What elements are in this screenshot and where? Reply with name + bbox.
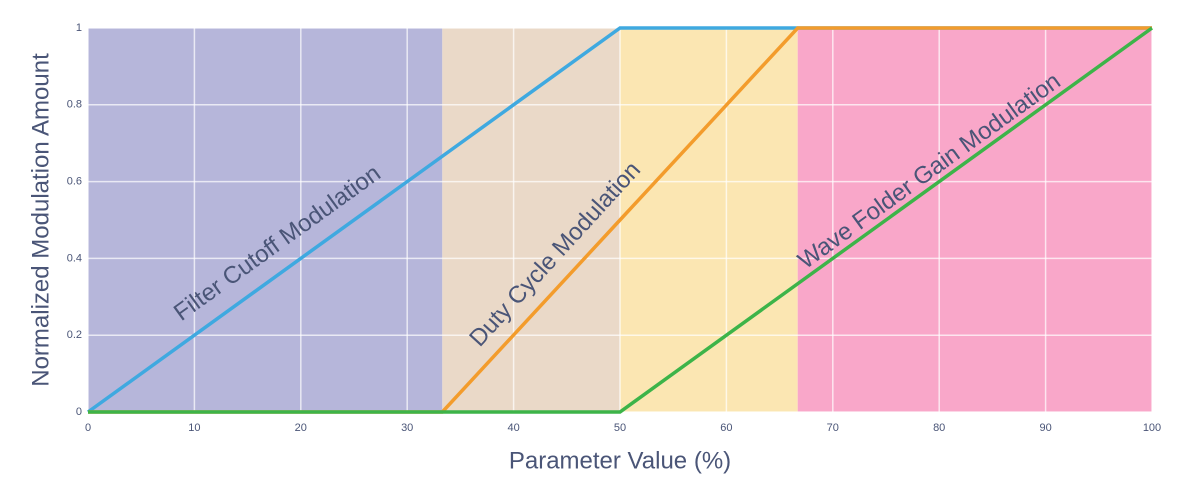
y-tick-label: 1 bbox=[76, 22, 82, 34]
y-axis-title: Normalized Modulation Amount bbox=[27, 53, 54, 387]
y-tick-label: 0.8 bbox=[67, 99, 82, 111]
y-tick-label: 0.6 bbox=[67, 176, 82, 188]
x-tick-label: 0 bbox=[85, 422, 91, 434]
band bbox=[88, 28, 443, 412]
y-tick-label: 0.4 bbox=[67, 252, 82, 264]
x-axis-title: Parameter Value (%) bbox=[509, 447, 731, 474]
x-tick-label: 20 bbox=[295, 422, 307, 434]
x-tick-label: 30 bbox=[401, 422, 413, 434]
x-tick-label: 50 bbox=[614, 422, 626, 434]
y-tick-label: 0 bbox=[76, 406, 82, 418]
line bbox=[88, 26, 1154, 414]
band bbox=[620, 28, 798, 412]
x-tick-label: 70 bbox=[827, 422, 839, 434]
x-tick-label: 80 bbox=[933, 422, 945, 434]
x-tick-label: 60 bbox=[720, 422, 732, 434]
x-tick-label: 10 bbox=[188, 422, 200, 434]
x-tick-label: 100 bbox=[1143, 422, 1161, 434]
y-tick-label: 0.2 bbox=[67, 329, 82, 341]
x-tick-label: 90 bbox=[1039, 422, 1051, 434]
band bbox=[797, 28, 1152, 412]
x-tick-label: 40 bbox=[507, 422, 519, 434]
